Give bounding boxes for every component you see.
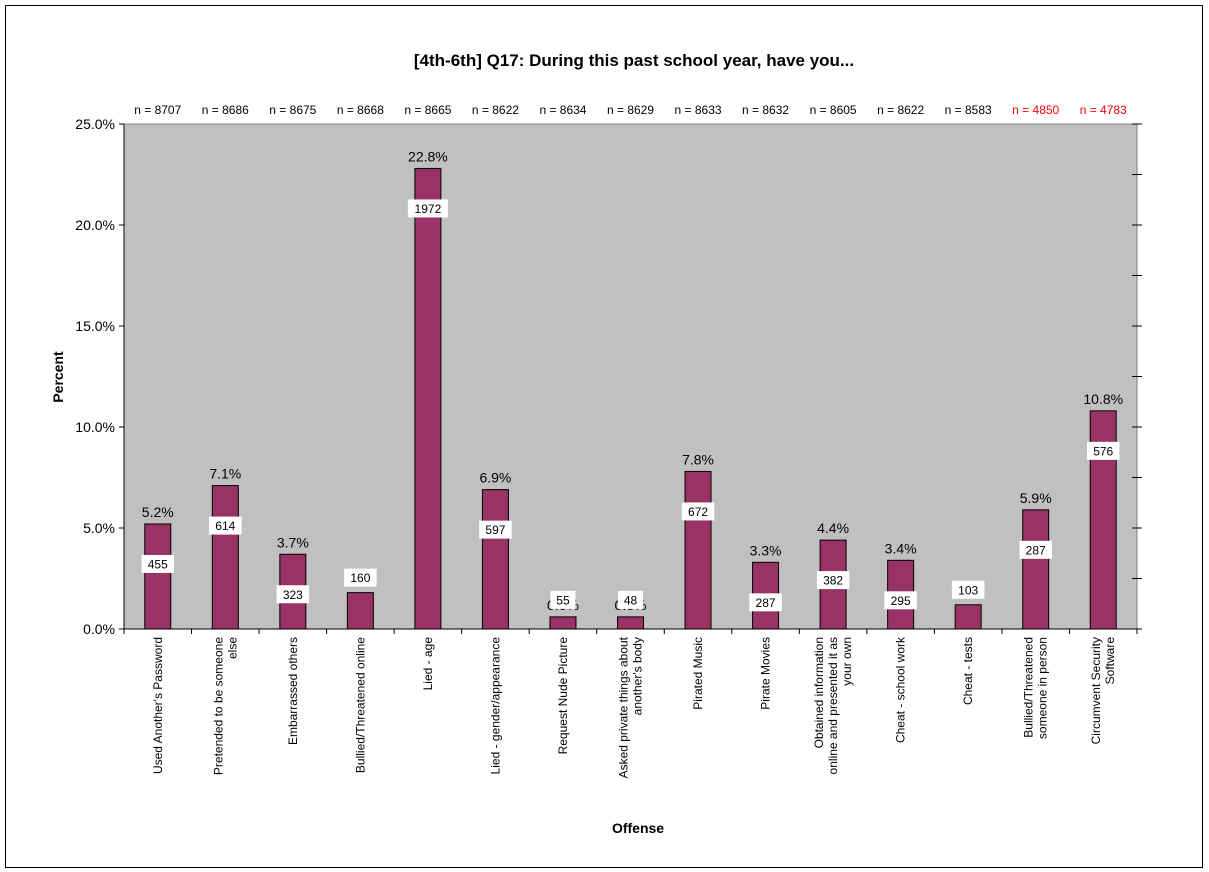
count-label: 455 bbox=[148, 557, 168, 571]
count-label: 323 bbox=[283, 588, 303, 602]
bar bbox=[617, 616, 644, 630]
count-label: 576 bbox=[1093, 444, 1113, 458]
x-category-label: Lied - gender/appearance bbox=[488, 637, 502, 775]
bar-value-label: 7.8% bbox=[682, 451, 714, 467]
sample-size-label: n = 8605 bbox=[810, 103, 857, 117]
count-label-box bbox=[1019, 540, 1052, 559]
x-category-label: Pirate Movies bbox=[759, 637, 773, 710]
y-tick-label: 10.0% bbox=[75, 419, 115, 435]
count-label-box bbox=[550, 590, 576, 609]
x-category-label: Bullied/Threatened online bbox=[353, 637, 367, 773]
sample-size-label: n = 8583 bbox=[945, 103, 992, 117]
count-label-box bbox=[816, 571, 850, 590]
bar-value-label: 3.3% bbox=[750, 542, 782, 558]
y-axis-title: Percent bbox=[50, 351, 66, 403]
count-label: 614 bbox=[215, 519, 235, 533]
count-label: 295 bbox=[891, 594, 911, 608]
sample-size-label: n = 8668 bbox=[337, 103, 384, 117]
x-category-label: Lied - age bbox=[421, 637, 435, 691]
count-label: 55 bbox=[556, 593, 570, 607]
count-label-box bbox=[884, 591, 917, 610]
count-label-box bbox=[951, 580, 985, 599]
count-label: 597 bbox=[485, 523, 505, 537]
count-label-box bbox=[749, 593, 782, 612]
count-label-box bbox=[618, 590, 643, 609]
count-label-box bbox=[209, 516, 242, 535]
x-category-label: Obtained information bbox=[812, 637, 826, 748]
bar bbox=[1022, 509, 1050, 630]
bar bbox=[954, 604, 982, 630]
bar-value-label: 5.2% bbox=[142, 504, 174, 520]
bar bbox=[211, 485, 239, 630]
x-category-label: Circumvent Security bbox=[1089, 637, 1103, 744]
x-category-label: Cheat - tests bbox=[961, 637, 975, 705]
bar-value-label: 5.9% bbox=[1020, 490, 1052, 506]
bar bbox=[346, 592, 374, 630]
count-label-box bbox=[479, 520, 512, 539]
sample-size-label: n = 8622 bbox=[472, 103, 519, 117]
x-category-label: Used Another's Password bbox=[151, 637, 165, 774]
x-category-label: Bullied/Threatened bbox=[1022, 637, 1036, 738]
x-category-label: someone in person bbox=[1036, 637, 1050, 739]
count-label: 672 bbox=[688, 505, 708, 519]
x-category-label: Request Nude Picture bbox=[556, 637, 570, 755]
bar-value-label: 6.9% bbox=[479, 470, 511, 486]
count-label-box bbox=[344, 568, 377, 587]
bar-value-label: 4.4% bbox=[817, 520, 849, 536]
bar-value-label: 22.8% bbox=[408, 148, 448, 164]
y-tick-label: 20.0% bbox=[75, 217, 115, 233]
sample-size-label: n = 8629 bbox=[607, 103, 654, 117]
sample-size-label: n = 8633 bbox=[675, 103, 722, 117]
bar bbox=[481, 489, 509, 630]
plot-background bbox=[123, 123, 1138, 630]
x-category-label: Software bbox=[1103, 637, 1117, 685]
y-tick-label: 25.0% bbox=[75, 116, 115, 132]
x-axis-title: Offense bbox=[612, 820, 664, 836]
y-tick-label: 15.0% bbox=[75, 318, 115, 334]
count-label: 1972 bbox=[415, 202, 442, 216]
x-category-label: Pretended to be someone bbox=[211, 637, 225, 775]
y-tick-label: 5.0% bbox=[83, 520, 115, 536]
bar-value-label: 3.4% bbox=[885, 540, 917, 556]
sample-size-label: n = 8665 bbox=[404, 103, 451, 117]
sample-size-label: n = 4850 bbox=[1012, 103, 1059, 117]
sample-size-label: n = 8686 bbox=[202, 103, 249, 117]
x-category-label: Cheat - school work bbox=[894, 636, 908, 743]
plot-area: 0.0% 5.0% 10.0% 15.0% 20.0% 25.0% 5.2% 455 n = 8… bbox=[75, 103, 1142, 778]
x-category-label: Asked private things about bbox=[617, 636, 631, 778]
count-label-box bbox=[1086, 441, 1120, 460]
bar bbox=[549, 616, 577, 630]
chart-title: [4th-6th] Q17: During this past school y… bbox=[414, 51, 854, 70]
count-label: 160 bbox=[350, 571, 370, 585]
count-label: 287 bbox=[1026, 543, 1046, 557]
x-category-label: your own bbox=[840, 637, 854, 686]
bar-value-label: 3.7% bbox=[277, 534, 309, 550]
x-category-label: else bbox=[225, 637, 239, 659]
sample-size-label: n = 4783 bbox=[1080, 103, 1127, 117]
count-label: 382 bbox=[823, 574, 843, 588]
count-label: 287 bbox=[756, 596, 776, 610]
sample-size-label: n = 8675 bbox=[269, 103, 316, 117]
bar bbox=[684, 470, 712, 630]
sample-size-label: n = 8707 bbox=[134, 103, 181, 117]
x-category-label: online and presented it as bbox=[826, 637, 840, 774]
count-label-box bbox=[681, 502, 715, 521]
sample-size-label: n = 8622 bbox=[877, 103, 924, 117]
sample-size-label: n = 8634 bbox=[539, 103, 586, 117]
x-category-label: another's body bbox=[631, 637, 645, 715]
bar-value-label: 10.8% bbox=[1083, 391, 1123, 407]
count-label-box bbox=[141, 554, 175, 573]
bar-value-label: 7.1% bbox=[209, 466, 241, 482]
bar bbox=[144, 523, 172, 630]
x-category-label: Embarrassed others bbox=[286, 637, 300, 745]
x-category-label: Pirated Music bbox=[691, 637, 705, 710]
count-label: 48 bbox=[624, 593, 638, 607]
count-label: 103 bbox=[958, 583, 978, 597]
bar bbox=[414, 167, 442, 630]
y-tick-label: 0.0% bbox=[83, 621, 115, 637]
count-label-box bbox=[407, 199, 448, 218]
count-label-box bbox=[276, 585, 310, 604]
sample-size-label: n = 8632 bbox=[742, 103, 789, 117]
